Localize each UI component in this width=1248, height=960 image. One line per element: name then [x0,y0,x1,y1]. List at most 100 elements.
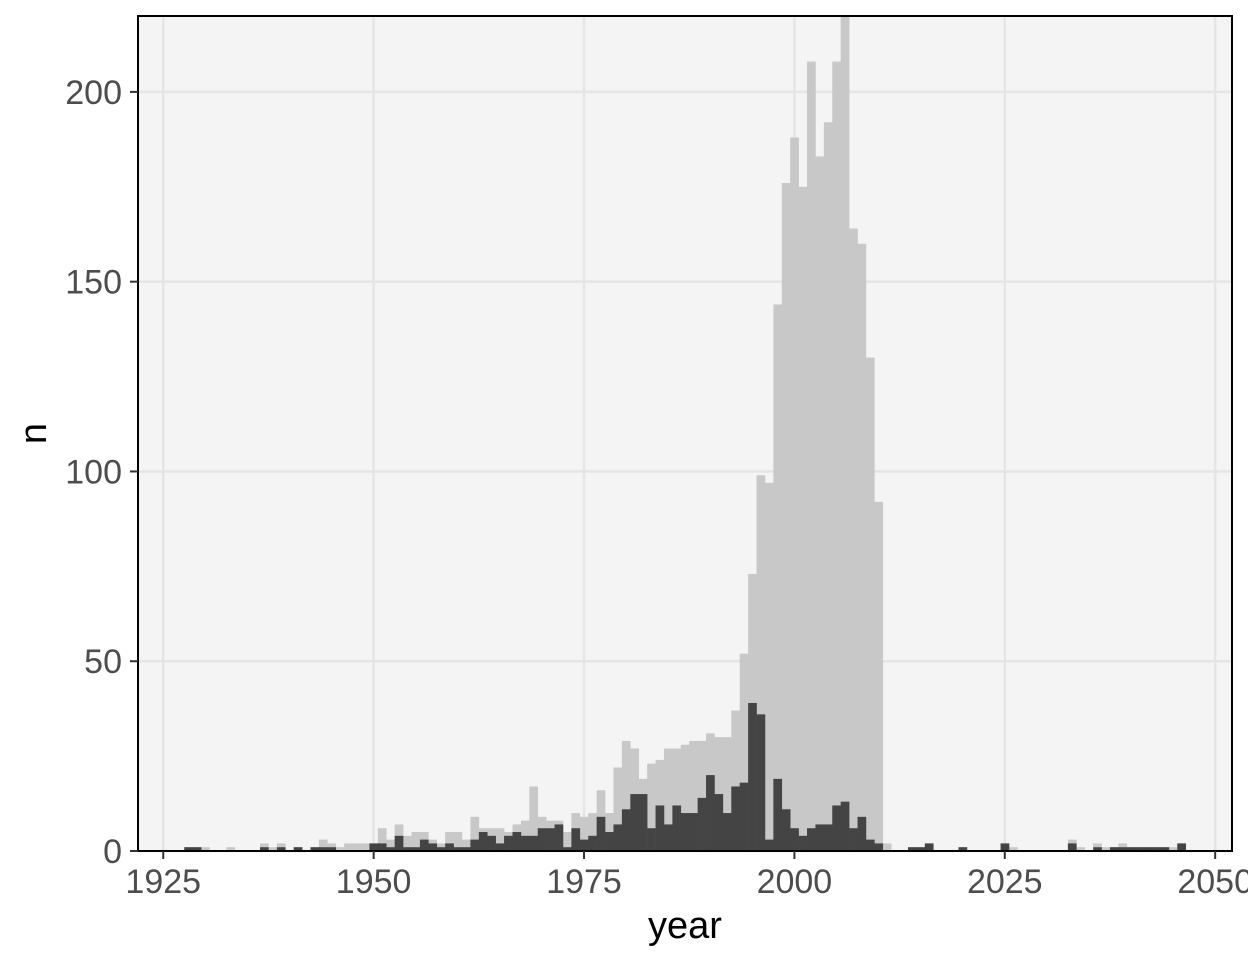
histogram-bar-series-2 [436,847,446,851]
histogram-bar-series-1 [226,847,236,851]
histogram-bar-series-1 [461,839,471,851]
x-tick-label: 2025 [967,863,1043,901]
histogram-bar-series-1 [621,740,631,851]
histogram-bar-series-2 [1093,847,1102,851]
histogram-bar-series-2 [310,847,320,851]
histogram-bar-series-2 [318,847,328,851]
y-axis-ticks: 0 50 100 150 200 [65,74,138,871]
histogram-bar-series-1 [882,843,892,851]
histogram-bar-series-1 [377,828,387,851]
histogram-bar-series-2 [260,847,269,851]
histogram-bar-series-1 [361,843,370,851]
histogram-bar-series-1 [1076,847,1086,851]
histogram-bar-series-2 [1152,847,1161,851]
histogram-bar-series-2 [504,835,513,851]
histogram-bar-series-1 [1168,847,1178,851]
histogram-bar-series-1 [790,137,799,852]
y-tick-label: 50 [84,643,122,681]
plot-panel-background [138,16,1232,851]
histogram-bar-series-1 [857,243,867,851]
histogram-bar-series-2 [529,835,539,851]
histogram-bar-series-1 [562,832,572,851]
x-axis-ticks: 1925 1950 1975 2000 2025 2050 [125,851,1248,901]
histogram-bar-series-1 [722,737,732,851]
histogram-bar-series-2 [722,813,732,851]
histogram-bar-series-1 [840,16,850,851]
histogram-bar-series-2 [428,843,438,851]
histogram-bar-series-2 [411,847,421,851]
histogram-bar-series-2 [520,835,530,851]
histogram-bar-series-2 [369,843,379,851]
histogram-bar-series-2 [1135,847,1144,851]
histogram-bar-series-1 [318,839,328,851]
y-tick-label: 150 [65,264,122,302]
histogram-bar-series-1 [689,740,698,851]
histogram-bar-series-1 [697,740,707,851]
histogram-bar-series-2 [596,816,606,851]
histogram-bar-series-2 [1109,847,1119,851]
histogram-bar-series-1 [731,710,740,851]
histogram-bar-series-2 [478,832,488,851]
histogram-bar-series-2 [823,824,833,851]
histogram-bar-series-1 [529,786,539,851]
histogram-bar-series-2 [916,847,926,851]
histogram-bar-series-2 [958,847,968,851]
histogram-bar-series-2 [1000,843,1010,851]
histogram-bar-series-2 [276,847,286,851]
histogram-bar-series-1 [739,653,749,851]
histogram-bar-series-1 [344,843,353,851]
x-tick-label: 1925 [125,863,201,901]
histogram-bar-series-2 [832,805,841,851]
histogram-bar-series-2 [807,828,816,851]
histogram-bar-series-2 [453,847,463,851]
histogram-bar-series-1 [268,847,278,851]
histogram-bar-series-1 [663,748,673,851]
histogram-bar-series-2 [579,839,589,851]
histogram-bar-series-1 [386,839,395,851]
histogram-bar-series-2 [537,828,547,851]
histogram-bar-series-2 [546,828,555,851]
histogram-bar-series-1 [613,767,623,851]
histogram-bar-series-1 [773,304,783,851]
histogram-bar-series-2 [1067,843,1077,851]
histogram-bar-series-2 [840,801,850,851]
histogram-bar-series-1 [1008,847,1018,851]
histogram-bar-series-2 [706,775,715,851]
histogram-bar-series-1 [815,156,825,851]
histogram-bar-series-1 [579,816,589,851]
histogram-bar-series-2 [655,805,665,851]
histogram-bar-series-2 [192,847,202,851]
histogram-bar-series-1 [403,835,412,851]
x-tick-label: 2050 [1177,863,1248,901]
histogram-bar-series-1 [588,813,597,851]
histogram-bar-series-1 [781,183,791,851]
y-tick-label: 100 [65,453,122,491]
histogram-bar-series-2 [773,778,783,851]
histogram-bar-series-2 [731,786,740,851]
histogram-bar-series-2 [554,824,564,851]
histogram-bar-series-2 [293,847,303,851]
histogram-bar-series-2 [1177,843,1187,851]
y-tick-label: 200 [65,74,122,112]
histogram-bar-series-1 [798,186,808,851]
histogram-bar-series-2 [697,797,707,851]
histogram-bar-series-2 [419,839,429,851]
histogram-bar-series-2 [495,843,505,851]
plot-panel-border [137,15,1233,852]
histogram-bar-series-2 [1143,847,1153,851]
histogram-bar-series-2 [638,794,648,851]
y-axis-title: n [13,423,55,444]
histogram-bar-series-1 [647,763,656,851]
histogram-bar-series-2 [764,839,774,851]
histogram-bar-series-2 [748,702,757,851]
histogram-bar-series-2 [470,839,480,851]
histogram-bar-series-1 [832,61,841,851]
histogram-bar-series-1 [764,482,774,851]
histogram-bar-series-2 [857,816,867,851]
histogram-bar-series-1 [849,228,858,851]
histogram-bar-series-2 [865,839,875,851]
histogram-bar-series-1 [335,847,345,851]
histogram-bar-series-1 [874,501,884,851]
histogram-bar-series-2 [714,794,724,851]
